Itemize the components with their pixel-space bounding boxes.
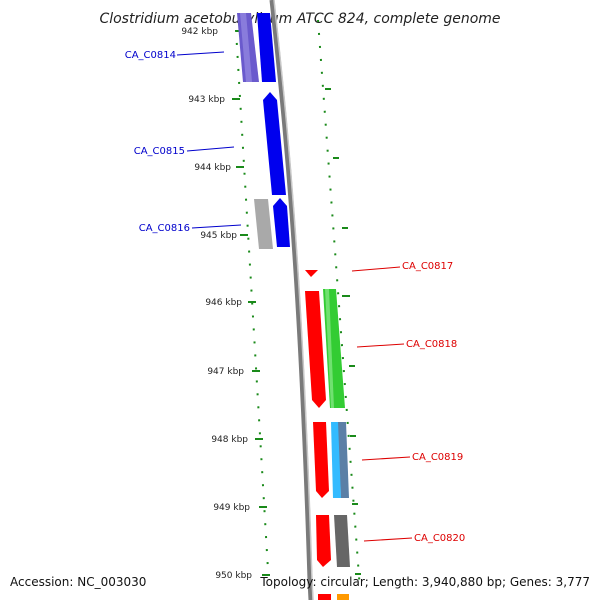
gene-block-ca-c0816-blue[interactable] — [273, 198, 290, 247]
leader-ca-c0818 — [356, 343, 405, 348]
gene-label-ca-c0815[interactable]: CA_C0815 — [134, 146, 185, 157]
gene-label-ca-c0816[interactable]: CA_C0816 — [139, 223, 190, 234]
gene-block-ca-c0818-red[interactable] — [305, 291, 326, 408]
gene-block-ca-c0819-bluegrey[interactable] — [338, 422, 349, 498]
tick-label-943: 943 kbp — [188, 95, 225, 105]
leader-ca-c0819 — [361, 456, 411, 461]
gene-label-ca-c0817[interactable]: CA_C0817 — [402, 261, 453, 272]
gene-block-ca-c0815[interactable] — [263, 92, 286, 195]
gene-block-ca-c0819-red[interactable] — [313, 422, 329, 498]
gene-blocks-left — [237, 13, 290, 249]
gene-block-ca-c0816-grey[interactable] — [254, 199, 273, 249]
tick-label-947: 947 kbp — [207, 367, 244, 377]
gene-block-ca-c0814-purple-shade — [240, 13, 252, 82]
leader-ca-c0815 — [186, 146, 235, 152]
leader-ca-c0817 — [351, 266, 401, 272]
gene-block-ca-c0818-green-shade — [325, 289, 334, 408]
gene-block-ca-c0817[interactable] — [305, 270, 318, 277]
topology-summary-text: Topology: circular; Length: 3,940,880 bp… — [259, 575, 590, 589]
genome-backbone-highlight — [273, 0, 314, 600]
gene-label-ca-c0820[interactable]: CA_C0820 — [414, 533, 465, 544]
gene-block-ca-c0820-grey[interactable] — [334, 515, 350, 567]
leader-ca-c0820 — [363, 537, 413, 542]
tick-label-942: 942 kbp — [181, 27, 218, 37]
gene-label-ca-c0819[interactable]: CA_C0819 — [412, 452, 463, 463]
gene-labels-left: CA_C0814 CA_C0815 CA_C0816 — [125, 50, 242, 234]
gene-label-ca-c0818[interactable]: CA_C0818 — [406, 339, 457, 350]
tick-label-944: 944 kbp — [194, 163, 231, 173]
leader-ca-c0814 — [176, 51, 225, 56]
tick-label-949: 949 kbp — [213, 503, 250, 513]
gene-label-ca-c0814[interactable]: CA_C0814 — [125, 50, 176, 61]
gene-block-bottom-orange — [337, 594, 349, 600]
accession-text: Accession: NC_003030 — [10, 575, 146, 589]
genome-backbone — [269, 0, 314, 600]
tick-label-950: 950 kbp — [215, 571, 252, 581]
gene-block-ca-c0820-red[interactable] — [316, 515, 331, 567]
tick-label-946: 946 kbp — [205, 298, 242, 308]
map-title: Clostridium acetobutylicum ATCC 824, com… — [99, 11, 500, 27]
tick-label-945: 945 kbp — [200, 231, 237, 241]
gene-blocks-right — [305, 270, 350, 600]
gene-block-ca-c0814-blue[interactable] — [257, 13, 276, 82]
tick-label-948: 948 kbp — [211, 435, 248, 445]
gene-block-bottom-red — [318, 594, 331, 600]
outer-ring-marks — [325, 88, 361, 575]
scale-ticks: 942 kbp 943 kbp 944 kbp 945 kbp 946 kbp … — [181, 27, 270, 581]
leader-ca-c0816 — [191, 224, 242, 229]
gene-labels-right: CA_C0817 CA_C0818 CA_C0819 CA_C0820 — [351, 261, 465, 544]
gene-block-ca-c0819-cyan[interactable] — [331, 422, 341, 498]
